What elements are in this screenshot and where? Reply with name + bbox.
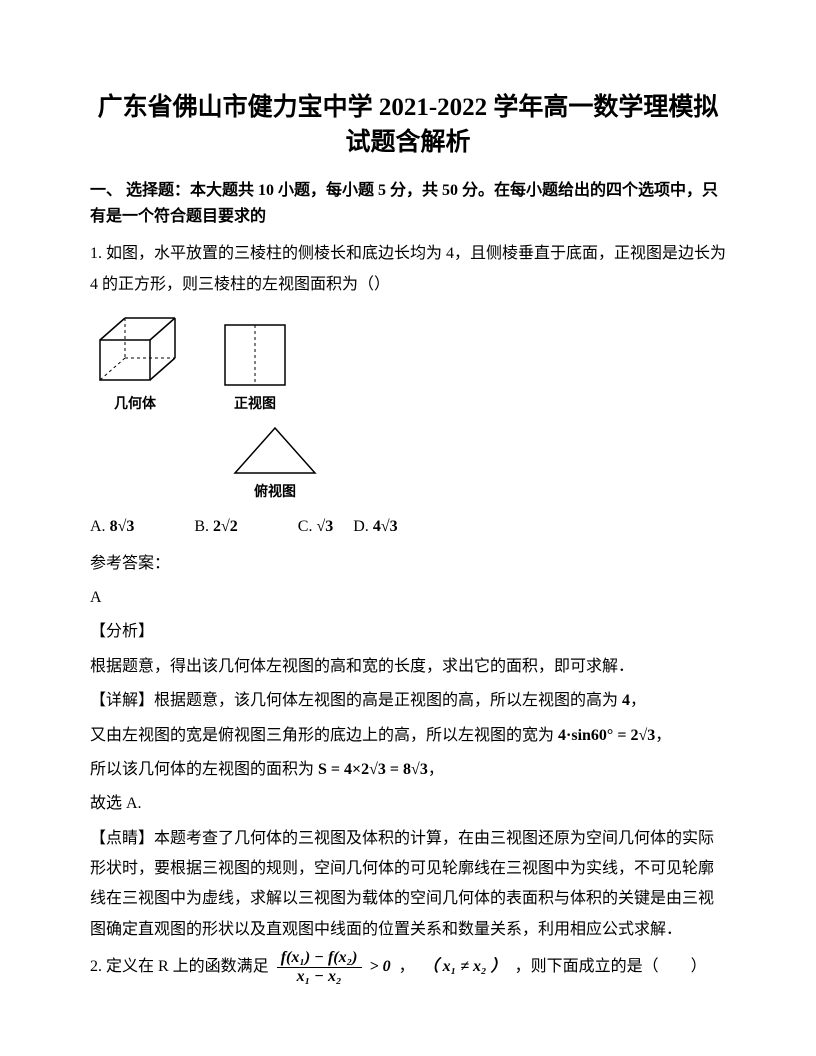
detail-line-3: 所以该几何体的左视图的面积为 S = 4×2√3 = 8√3， — [90, 755, 726, 785]
detail-text-1: 根据题意，该几何体左视图的高是正视图的高，所以左视图的高为 — [154, 692, 618, 709]
prism-icon — [90, 310, 180, 390]
option-b-val: 2√2 — [213, 512, 238, 542]
q2-frac-num: f(x₁) − f(x₂) — [277, 949, 362, 968]
option-c: C. √3 — [298, 512, 333, 542]
q2-frac-den: x₁ − x₂ — [277, 968, 362, 986]
detail-width-expr: 4·sin60° = 2√3 — [558, 727, 655, 744]
q1-stem: 1. 如图，水平放置的三棱柱的侧棱长和底边长均为 4，且侧棱垂直于底面，正视图是… — [90, 239, 726, 300]
fig-top: 俯视图 — [230, 423, 320, 507]
fig-top-label: 俯视图 — [254, 480, 296, 507]
analysis-label: 【分析】 — [90, 617, 726, 647]
q2-gt: > 0 — [370, 952, 391, 982]
detail-line-1: 【详解】根据题意，该几何体左视图的高是正视图的高，所以左视图的高为 4， — [90, 686, 726, 716]
dianjing: 【点睛】本题考查了几何体的三视图及体积的计算，在由三视图还原为空间几何体的实际形… — [90, 824, 726, 946]
q2-fraction: f(x₁) − f(x₂) x₁ − x₂ — [277, 949, 362, 985]
q2-cond: （ x₁ ≠ x₂ ） — [423, 952, 507, 982]
detail-text-2: 又由左视图的宽是俯视图三角形的底边上的高，所以左视图的宽为 — [90, 727, 554, 744]
detail-line-2: 又由左视图的宽是俯视图三角形的底边上的高，所以左视图的宽为 4·sin60° =… — [90, 721, 726, 751]
analysis-text: 根据题意，得出该几何体左视图的高和宽的长度，求出它的面积，即可求解． — [90, 652, 726, 682]
q1-figures-row2: 俯视图 — [230, 423, 726, 507]
q1-answer: A — [90, 583, 726, 613]
detail-area-expr: S = 4×2√3 = 8√3 — [318, 761, 428, 778]
fig-front: 正视图 — [220, 320, 290, 419]
option-c-val: √3 — [316, 512, 333, 542]
dianjing-text: 本题考查了几何体的三视图及体积的计算，在由三视图还原为空间几何体的实际形状时，要… — [90, 830, 714, 938]
q2-stem: 2. 定义在 R 上的函数满足 f(x₁) − f(x₂) x₁ − x₂ > … — [90, 949, 726, 985]
fig-solid-label: 几何体 — [114, 392, 156, 419]
doc-title: 广东省佛山市健力宝中学 2021-2022 学年高一数学理模拟试题含解析 — [90, 90, 726, 160]
reference-answer-label: 参考答案： — [90, 549, 726, 579]
option-a-val: 8√3 — [110, 512, 135, 542]
square-icon — [220, 320, 290, 390]
detail-label: 【详解】 — [90, 692, 154, 709]
option-b: B. 2√2 — [194, 512, 237, 542]
q2-suffix: ，则下面成立的是（ ） — [515, 952, 707, 982]
option-d-val: 4√3 — [373, 512, 398, 542]
option-d: D. 4√3 — [353, 512, 397, 542]
fig-solid: 几何体 — [90, 310, 180, 419]
q1-figures-row1: 几何体 正视图 — [90, 310, 726, 419]
detail-height: 4 — [622, 692, 630, 709]
dianjing-label: 【点睛】 — [90, 830, 154, 847]
q2-prefix: 2. 定义在 R 上的函数满足 — [90, 952, 269, 982]
fig-front-label: 正视图 — [234, 392, 276, 419]
q1-options: A. 8√3 B. 2√2 C. √3 D. 4√3 — [90, 512, 726, 542]
q1-conclude: 故选 A. — [90, 789, 726, 819]
section-1-heading: 一、 选择题：本大题共 10 小题，每小题 5 分，共 50 分。在每小题给出的… — [90, 178, 726, 229]
q2-comma1: ， — [399, 952, 415, 982]
option-a: A. 8√3 — [90, 512, 134, 542]
detail-text-3: 所以该几何体的左视图的面积为 — [90, 761, 314, 778]
triangle-icon — [230, 423, 320, 478]
